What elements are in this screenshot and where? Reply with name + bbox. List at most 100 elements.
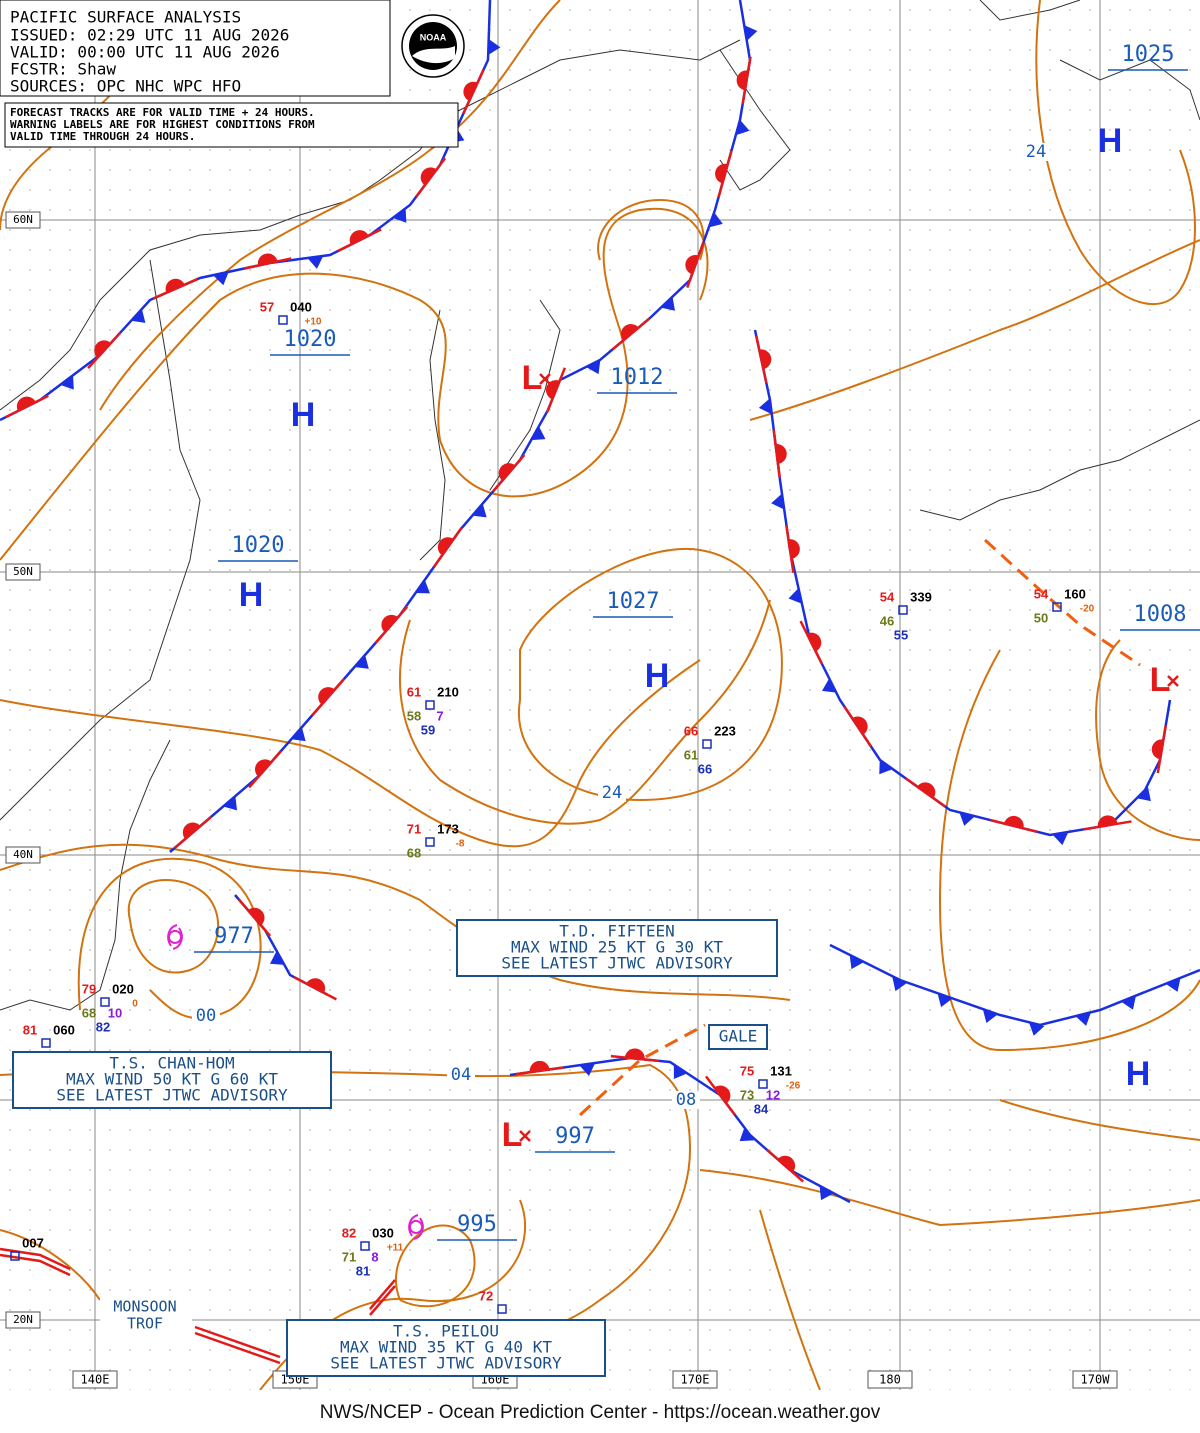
station-sea-temp: 59 bbox=[421, 722, 435, 737]
monsoon-trough bbox=[194, 1325, 281, 1359]
lat-label-box bbox=[5, 846, 41, 864]
pressure-label: 1020 bbox=[284, 327, 337, 352]
low-center: L bbox=[522, 359, 543, 397]
warm-front-symbol bbox=[1004, 815, 1024, 829]
low-x bbox=[539, 373, 551, 385]
cold-front-symbol bbox=[758, 398, 772, 415]
station-wave: 12 bbox=[766, 1087, 780, 1102]
lon-label: 140E bbox=[81, 1373, 110, 1387]
cold-front-symbol bbox=[270, 950, 285, 965]
monsoon-trough bbox=[369, 1279, 396, 1310]
advisory-line: SEE LATEST JTWC ADVISORY bbox=[501, 954, 733, 973]
cold-front-symbol bbox=[392, 208, 407, 223]
warm-front-symbol bbox=[257, 253, 278, 266]
isobar-label: 08 bbox=[676, 1090, 696, 1110]
station-tendency: +10 bbox=[305, 317, 322, 328]
cold-front-symbol bbox=[735, 119, 750, 136]
warm-front-symbol bbox=[714, 1085, 731, 1104]
front-segment bbox=[237, 898, 272, 937]
station-pressure: 160 bbox=[1064, 586, 1086, 601]
lon-label: 180 bbox=[879, 1373, 901, 1387]
advisory-box bbox=[456, 919, 778, 977]
warm-front-symbol bbox=[349, 230, 369, 245]
front-segment bbox=[374, 605, 409, 644]
front-segment bbox=[705, 1075, 736, 1116]
station-pressure: 060 bbox=[53, 1022, 75, 1037]
front-segment bbox=[843, 705, 872, 748]
front-segment bbox=[311, 678, 345, 716]
pressure-label: 997 bbox=[555, 1124, 595, 1149]
header: PACIFIC SURFACE ANALYSIS ISSUED: 02:29 U… bbox=[10, 8, 289, 96]
advisory-line: T.D. FIFTEEN bbox=[559, 922, 675, 941]
low-center: L bbox=[502, 1116, 523, 1154]
header-box bbox=[0, 0, 391, 97]
cold-front-symbol bbox=[849, 954, 864, 970]
station-marker bbox=[41, 1038, 51, 1048]
station-air-temp: 75 bbox=[740, 1063, 754, 1078]
front-segment bbox=[990, 818, 1038, 833]
lon-label-box bbox=[72, 1370, 118, 1389]
advisory-line: MAX WIND 50 KT G 60 KT bbox=[66, 1070, 278, 1089]
cold-front-symbol bbox=[223, 796, 238, 811]
warm-front-symbol bbox=[381, 614, 398, 633]
front-segment bbox=[293, 975, 337, 1001]
cold-front-symbol bbox=[1052, 831, 1069, 846]
header-line: VALID: 00:00 UTC 11 AUG 2026 bbox=[10, 43, 280, 62]
front-segment bbox=[766, 1149, 805, 1183]
front-segment bbox=[492, 454, 526, 493]
high-center: H bbox=[645, 657, 670, 695]
lat-label: 50N bbox=[13, 565, 33, 578]
station-pressure: 030 bbox=[372, 1225, 394, 1240]
station-sea-temp: 81 bbox=[356, 1263, 370, 1278]
high-center: H bbox=[1098, 122, 1123, 160]
cold-front-symbol bbox=[660, 296, 675, 311]
station-air-temp: 71 bbox=[407, 821, 421, 836]
station-dewpoint: 68 bbox=[82, 1005, 96, 1020]
pressure-label: 1020 bbox=[232, 533, 285, 558]
station-tendency: -8 bbox=[456, 839, 465, 850]
pressure-label: 995 bbox=[457, 1212, 497, 1237]
station-wave: 8 bbox=[371, 1249, 378, 1264]
station-wave: 10 bbox=[108, 1005, 122, 1020]
cold-front-symbol bbox=[739, 1127, 755, 1142]
warm-front-symbol bbox=[917, 782, 936, 799]
cold-front-symbol bbox=[1028, 1022, 1045, 1036]
station-marker bbox=[758, 1079, 768, 1089]
footer: NWS/NCEP - Ocean Prediction Center - htt… bbox=[320, 1402, 881, 1423]
note: FORECAST TRACKS ARE FOR VALID TIME + 24 … bbox=[10, 106, 315, 143]
trough bbox=[578, 1023, 706, 1117]
station-dewpoint: 46 bbox=[880, 613, 894, 628]
station-tendency: -20 bbox=[1080, 604, 1095, 615]
isobar-label: 24 bbox=[1026, 142, 1046, 162]
station-marker bbox=[360, 1241, 370, 1251]
station-marker bbox=[702, 739, 712, 749]
cold-front-symbol bbox=[1121, 995, 1136, 1010]
isobar-label: 24 bbox=[602, 783, 622, 803]
station-sea-temp: 66 bbox=[698, 761, 712, 776]
front-segment bbox=[755, 335, 768, 384]
note-line: FORECAST TRACKS ARE FOR VALID TIME + 24 … bbox=[10, 106, 315, 119]
cold-front-symbol bbox=[959, 812, 975, 826]
station-dewpoint: 73 bbox=[740, 1087, 754, 1102]
advisory-line: SEE LATEST JTWC ADVISORY bbox=[56, 1086, 288, 1105]
cold-front-symbol bbox=[937, 993, 953, 1008]
front-segment bbox=[244, 257, 292, 270]
advisory-line: T.S. CHAN-HOM bbox=[109, 1054, 234, 1073]
station-marker bbox=[497, 1304, 507, 1314]
cold-front-symbol bbox=[788, 588, 802, 604]
pressure-label: 1012 bbox=[611, 365, 664, 390]
station-pressure: 007 bbox=[22, 1235, 44, 1250]
warm-front-symbol bbox=[498, 463, 516, 481]
station-dewpoint: 71 bbox=[342, 1249, 356, 1264]
front-segment bbox=[772, 430, 781, 478]
gale-label-box bbox=[708, 1024, 768, 1050]
front-segment bbox=[741, 56, 752, 105]
advisory-box bbox=[12, 1051, 332, 1109]
isobar-label-bg bbox=[447, 1066, 475, 1084]
isobar-label-bg bbox=[672, 1091, 700, 1109]
tropical-cyclone-symbol bbox=[167, 924, 183, 950]
front-segment bbox=[785, 525, 795, 574]
front-segment bbox=[611, 317, 651, 351]
warm-front-symbol bbox=[182, 822, 201, 839]
